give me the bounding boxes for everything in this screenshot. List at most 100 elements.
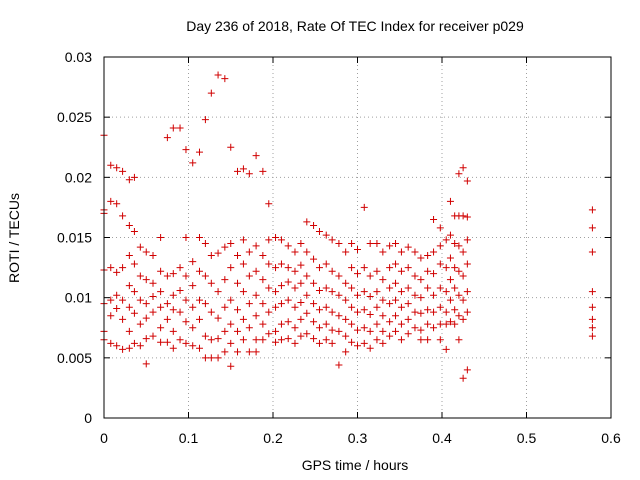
data-point-marker [176,286,184,294]
data-point-marker [463,213,471,221]
data-point-marker [455,267,463,275]
data-point-marker [277,260,285,268]
data-point-marker [446,296,454,304]
data-point-marker [310,255,318,263]
data-point-marker [239,260,247,268]
data-point-marker [182,318,190,326]
data-point-marker [195,315,203,323]
data-point-marker [227,320,235,328]
data-point-marker [272,338,280,346]
data-point-marker [130,288,138,296]
data-point-marker [411,248,419,256]
data-point-marker [442,288,450,296]
data-point-marker [142,276,150,284]
data-point-marker [284,242,292,250]
data-point-marker [446,276,454,284]
data-point-marker [310,300,318,308]
data-point-marker [417,254,425,262]
data-point-marker [149,279,157,287]
data-point-marker [245,324,253,332]
data-point-marker [227,143,235,151]
data-point-marker [157,234,165,241]
y-axis-label: ROTI / TECUs [6,193,22,283]
data-point-marker [169,291,177,299]
data-point-marker [348,240,356,248]
data-point-marker [417,336,425,344]
data-point-marker [328,326,336,334]
data-point-marker [234,279,242,287]
data-point-marker [119,345,127,353]
data-point-marker [322,303,330,311]
data-point-marker [442,236,450,244]
data-point-marker [303,248,311,256]
data-point-marker [455,242,463,250]
data-point-marker [169,327,177,335]
data-point-marker [189,342,197,350]
data-point-marker [245,272,253,280]
data-point-marker [284,318,292,326]
data-point-marker [322,336,330,344]
data-point-marker [348,264,356,272]
y-tick-label: 0.025 [57,109,92,125]
data-point-marker [113,268,121,276]
data-point-marker [107,161,115,169]
data-point-marker [588,324,596,332]
data-point-marker [234,167,242,175]
data-point-marker [130,309,138,317]
data-point-marker [149,332,157,340]
data-point-marker [366,327,374,335]
x-tick-label: 0.4 [432,430,452,446]
data-point-marker [379,312,387,320]
data-point-marker [252,267,260,275]
axis-ticks [103,56,612,419]
data-point-marker [272,303,280,311]
data-point-marker [291,248,299,256]
data-point-marker [107,296,115,304]
data-point-marker [157,267,165,275]
data-point-marker [451,240,459,248]
data-point-marker [366,292,374,300]
data-points [100,71,596,382]
data-point-marker [107,339,115,347]
data-point-marker [297,298,305,306]
data-point-marker [463,366,471,374]
data-point-marker [252,242,260,250]
data-point-marker [169,306,177,314]
data-point-marker [588,248,596,256]
data-point-marker [272,234,280,241]
data-point-marker [125,221,133,229]
data-point-marker [366,311,374,319]
x-tick-label: 0.3 [348,430,368,446]
data-point-marker [430,270,438,278]
data-point-marker [169,124,177,132]
data-point-marker [315,227,323,235]
data-point-marker [430,215,438,223]
data-point-marker [284,264,292,272]
data-point-marker [297,315,305,323]
data-point-marker [189,282,197,290]
data-point-marker [221,327,229,335]
data-point-marker [354,270,361,278]
data-point-marker [360,264,368,272]
data-point-marker [404,315,412,323]
data-point-marker [136,320,144,328]
data-point-marker [277,282,285,290]
data-point-marker [277,236,285,244]
data-point-marker [354,291,361,299]
data-point-marker [335,240,343,248]
data-point-marker [360,203,368,211]
data-point-marker [463,260,471,268]
data-point-marker [157,324,165,332]
data-point-marker [424,320,432,328]
data-point-marker [360,324,368,332]
data-point-marker [386,318,394,326]
data-point-marker [291,267,299,275]
data-point-marker [328,288,336,296]
data-point-marker [588,303,596,311]
data-point-marker [125,282,133,290]
data-point-marker [328,267,336,275]
data-point-marker [245,248,253,256]
data-point-marker [239,336,247,344]
data-point-marker [259,167,267,175]
data-point-marker [207,308,215,316]
